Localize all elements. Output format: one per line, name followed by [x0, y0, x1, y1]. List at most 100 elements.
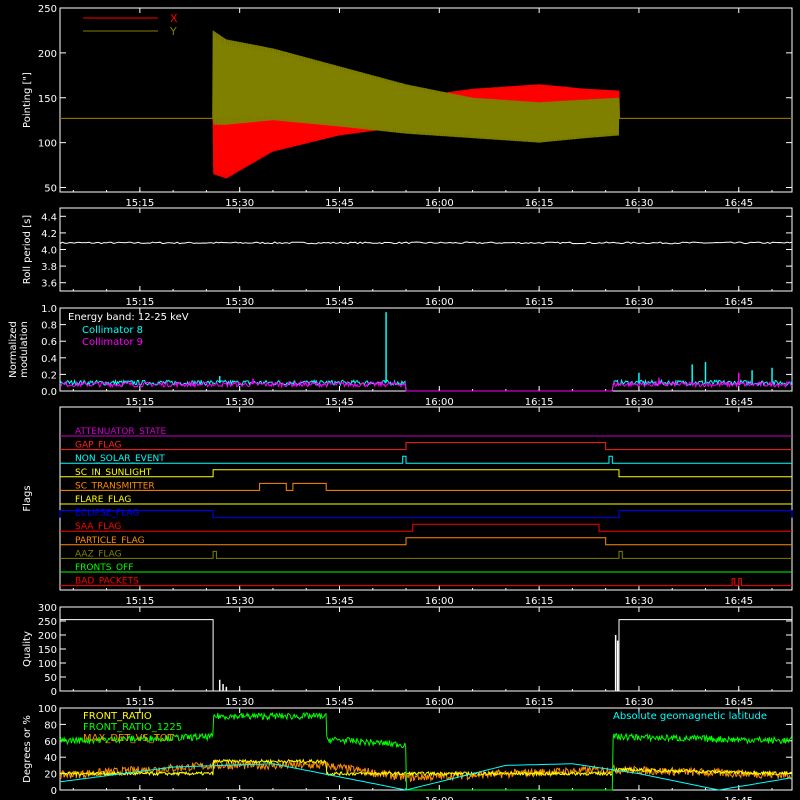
series-line-geomagnetic-latitude: [59, 763, 793, 791]
y-tick-label: 0: [51, 786, 57, 797]
series-line-y: [60, 30, 792, 143]
y-axis-label: Flags: [22, 485, 33, 511]
flag-line-eclipse_flag: [59, 510, 793, 519]
x-tick-label: 16:30: [625, 796, 654, 800]
y-tick-label: 100: [38, 659, 57, 670]
x-tick-label: 16:30: [625, 596, 654, 607]
y-tick-label: 4.0: [41, 246, 57, 257]
y-tick-label: 0.0: [41, 387, 57, 398]
y-tick-label: 100: [38, 704, 57, 715]
flag-label: GAP_FLAG: [75, 441, 121, 451]
x-tick-label: 16:45: [724, 697, 753, 708]
y-tick-label: 300: [38, 603, 57, 614]
x-tick-label: 16:15: [525, 697, 554, 708]
annotation-energy-band: Energy band: 12-25 keV: [68, 312, 189, 323]
flag-line-saa_flag: [60, 523, 792, 532]
flag-label: ATTENUATOR_STATE: [75, 427, 167, 437]
x-tick-label: 16:45: [724, 596, 753, 607]
x-tick-label: 16:30: [625, 397, 654, 408]
flag-line-sc_in_sunlight: [60, 469, 792, 478]
y-tick-label: 3.8: [41, 262, 57, 273]
y-axis-label: Pointing ["]: [22, 72, 33, 128]
x-tick-label: 16:30: [625, 297, 654, 308]
x-tick-label: 15:45: [325, 596, 354, 607]
flag-label: PARTICLE_FLAG: [75, 536, 145, 546]
y-tick-label: 0: [51, 687, 57, 698]
y-tick-label: 0.2: [41, 370, 57, 381]
legend-label: Collimator 9: [82, 337, 143, 348]
legend-label: FRONT_RATIO_1225: [83, 722, 182, 733]
y-tick-label: 0.8: [41, 321, 57, 332]
x-tick-label: 15:15: [125, 397, 154, 408]
x-tick-label: 16:15: [525, 596, 554, 607]
x-tick-label: 15:15: [125, 198, 154, 209]
y-tick-label: 1.0: [41, 304, 57, 315]
x-tick-label: 15:30: [225, 596, 254, 607]
y-axis-label: Degrees or %: [22, 715, 33, 783]
legend-label: FRONT_RATIO: [83, 711, 152, 722]
x-tick-label: 16:15: [525, 796, 554, 800]
series-line-quality: [60, 619, 792, 692]
flag-label: SC_TRANSMITTER: [75, 481, 155, 491]
y-axis-label: Quality: [22, 631, 33, 667]
series-line-front_ratio: [59, 758, 793, 778]
y-tick-label: 20: [44, 770, 57, 781]
y-tick-label: 4.2: [41, 229, 57, 240]
annotation-latitude: Absolute geomagnetic latitude: [613, 711, 767, 722]
x-tick-label: 15:45: [325, 297, 354, 308]
x-tick-label: 16:15: [525, 198, 554, 209]
legend-label: MAX_DET_VS_TOT: [83, 733, 175, 744]
flag-line-bad_packets: [60, 578, 792, 587]
y-tick-label: 150: [38, 94, 57, 105]
x-tick-label: 16:00: [425, 596, 454, 607]
x-tick-label: 15:30: [225, 397, 254, 408]
flag-label: NON_SOLAR_EVENT: [75, 454, 165, 464]
x-tick-label: 16:30: [625, 697, 654, 708]
x-tick-label: 15:15: [125, 297, 154, 308]
flag-line-gap_flag: [60, 442, 792, 451]
series-line-roll-period: [59, 241, 793, 245]
panel-frame-3: [59, 406, 793, 591]
x-tick-label: 16:00: [425, 697, 454, 708]
y-tick-label: 150: [38, 645, 57, 656]
flag-line-sc_transmitter: [60, 482, 792, 491]
y-tick-label: 100: [38, 139, 57, 150]
x-tick-label: 16:00: [425, 297, 454, 308]
x-tick-label: 15:45: [325, 198, 354, 209]
y-tick-label: 50: [44, 184, 57, 195]
x-tick-label: 16:45: [724, 397, 753, 408]
y-tick-label: 60: [44, 737, 57, 748]
y-tick-label: 0.4: [41, 354, 57, 365]
x-tick-label: 15:45: [325, 697, 354, 708]
x-tick-label: 16:30: [625, 198, 654, 209]
x-tick-label: 16:45: [724, 796, 753, 800]
legend-label: X: [170, 12, 178, 25]
flag-label: SAA_FLAG: [75, 522, 121, 532]
x-tick-label: 15:15: [125, 596, 154, 607]
x-tick-label: 15:45: [325, 397, 354, 408]
panel-frame-1: [59, 207, 793, 292]
y-axis-label-line: Normalized: [8, 321, 19, 378]
y-tick-label: 200: [38, 631, 57, 642]
series-line-front_ratio_1225: [59, 711, 793, 791]
y-tick-label: 40: [44, 753, 57, 764]
flag-label: FRONTS_OFF: [75, 563, 133, 573]
panel-frame-0: [59, 7, 793, 193]
x-tick-label: 15:30: [225, 697, 254, 708]
flag-label: FLARE_FLAG: [75, 495, 131, 505]
flag-label: AAZ_FLAG: [75, 549, 122, 559]
series-line-collimator-9: [59, 380, 793, 392]
x-tick-label: 16:00: [425, 397, 454, 408]
y-tick-label: 50: [44, 673, 57, 684]
y-axis-label: Normalizedmodulation: [8, 321, 30, 378]
y-tick-label: 4.4: [41, 212, 57, 223]
y-tick-label: 0.6: [41, 337, 57, 348]
x-tick-label: 16:00: [425, 198, 454, 209]
x-tick-label: 16:45: [724, 198, 753, 209]
flag-line-aaz_flag: [60, 550, 792, 559]
x-tick-label: 15:45: [325, 796, 354, 800]
y-tick-label: 250: [38, 4, 57, 15]
x-tick-label: 16:00: [425, 796, 454, 800]
x-tick-label: 16:15: [525, 297, 554, 308]
